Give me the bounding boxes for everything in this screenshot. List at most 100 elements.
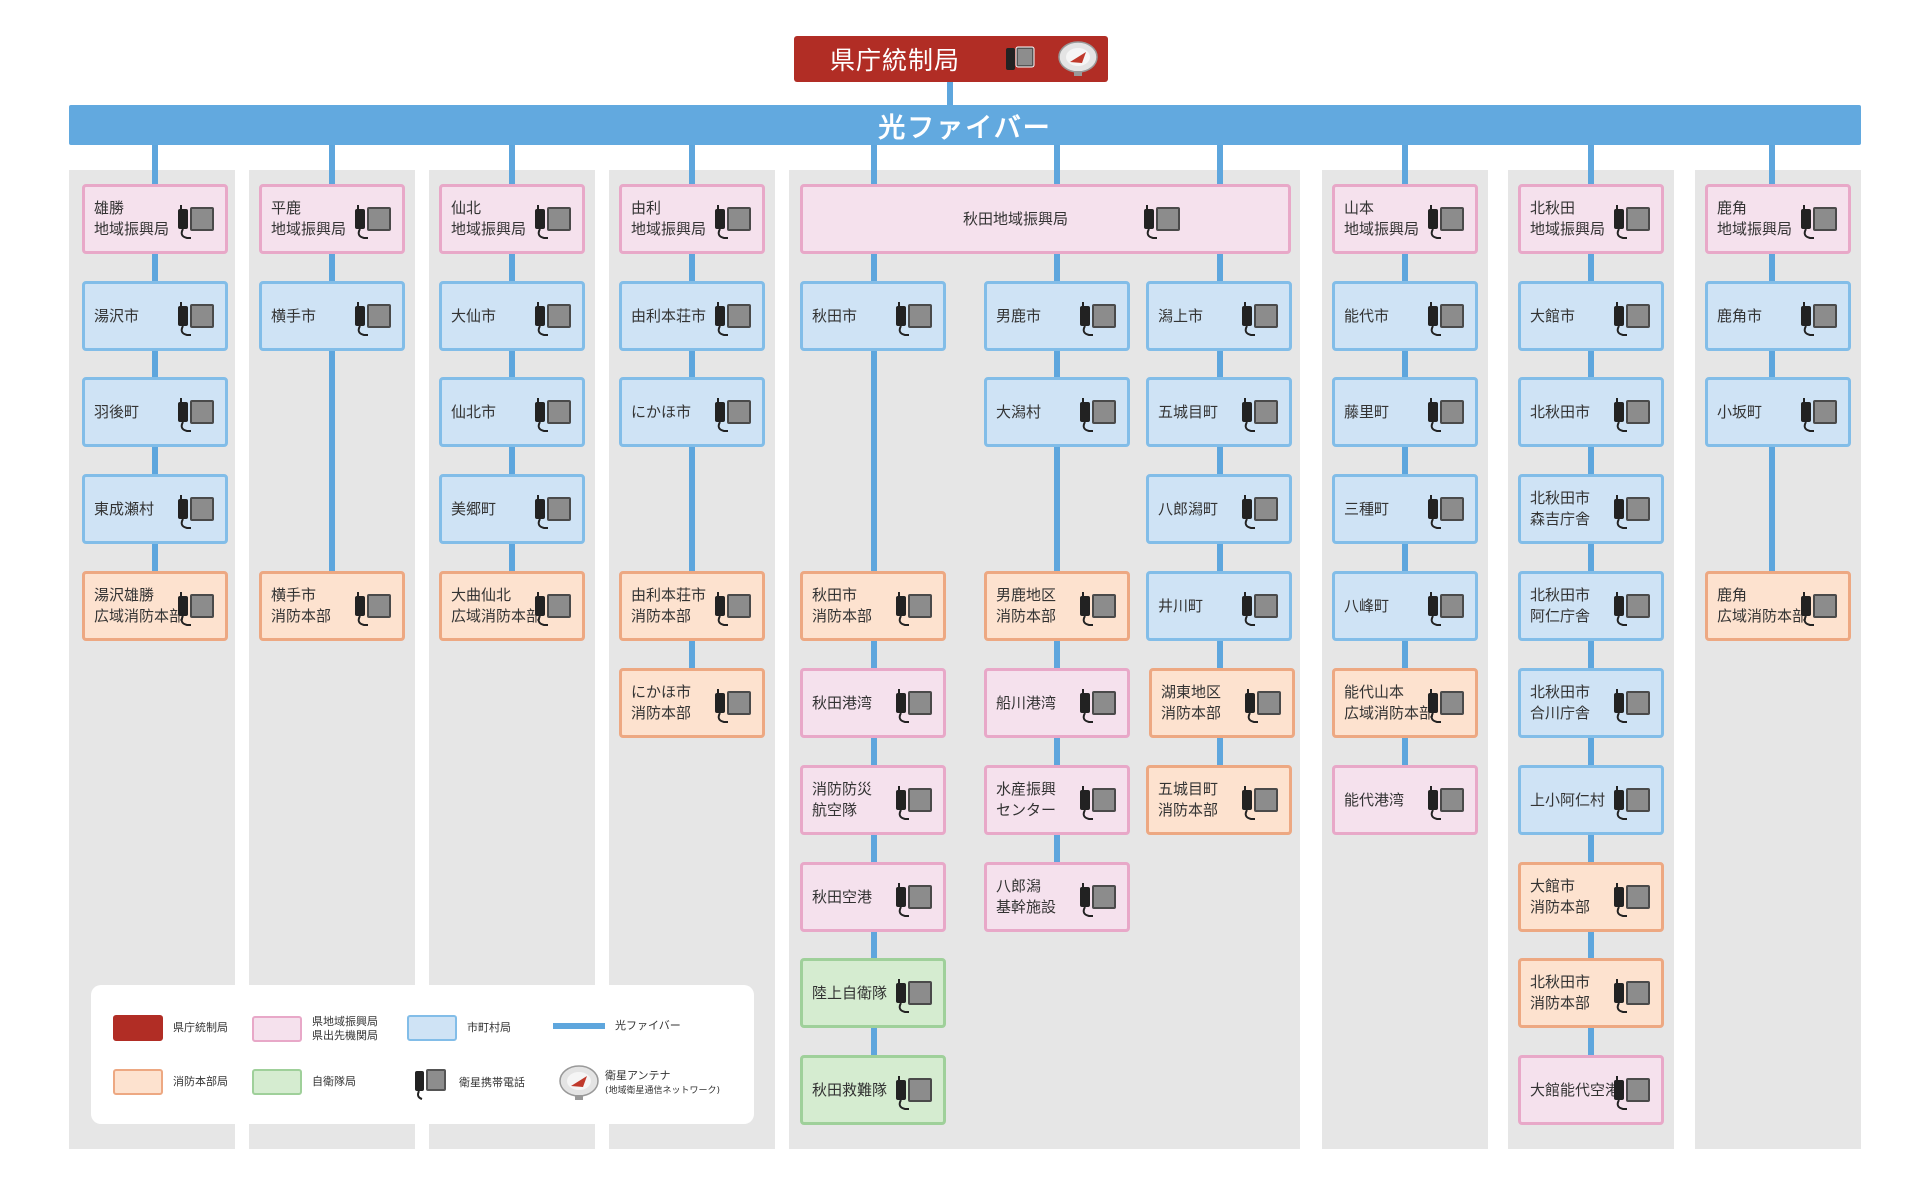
station-label: 五城目町 [1158,402,1219,421]
station-label: 小坂町 [1717,402,1763,421]
station-node[interactable]: 羽後町 [82,377,228,447]
station-node[interactable]: 仙北市 [439,377,585,447]
station-node[interactable]: 船川港湾 [984,668,1130,738]
station-node[interactable]: 鹿角市 [1705,281,1851,351]
station-node[interactable]: 消防防災 航空隊 [800,765,946,835]
legend-regional-swatch [252,1016,302,1042]
station-node[interactable]: にかほ市 消防本部 [619,668,765,738]
station-label: 湖東地区 消防本部 [1161,683,1222,722]
station-node[interactable]: 北秋田 地域振興局 [1518,184,1664,254]
station-node[interactable]: 雄勝 地域振興局 [82,184,228,254]
station-label: 秋田港湾 [812,693,873,712]
station-node[interactable]: 湯沢雄勝 広域消防本部 [82,571,228,641]
satellite-phone-icon [895,977,933,1015]
satellite-phone-icon [1427,203,1465,241]
station-node[interactable]: 横手市 [259,281,405,351]
satellite-phone-icon [1613,687,1651,725]
station-node[interactable]: 北秋田市 合川庁舎 [1518,668,1664,738]
station-node[interactable]: 男鹿市 [984,281,1130,351]
station-node[interactable]: 仙北 地域振興局 [439,184,585,254]
satellite-phone-icon [534,396,572,434]
station-node[interactable]: 大館市 消防本部 [1518,862,1664,932]
station-node[interactable]: 能代市 [1332,281,1478,351]
station-node[interactable]: 大曲仙北 広域消防本部 [439,571,585,641]
legend-hq-swatch [113,1015,163,1041]
station-node[interactable]: 北秋田市 [1518,377,1664,447]
station-node[interactable]: 大館市 [1518,281,1664,351]
satellite-phone-icon [354,300,392,338]
station-node[interactable]: 陸上自衛隊 [800,958,946,1028]
satellite-phone-icon [895,590,933,628]
station-node[interactable]: 湖東地区 消防本部 [1149,668,1295,738]
station-node[interactable]: 井川町 [1146,571,1292,641]
station-label: 北秋田市 消防本部 [1530,973,1591,1012]
station-node[interactable]: 藤里町 [1332,377,1478,447]
satellite-phone-icon [1613,977,1651,1015]
station-label: 八郎潟町 [1158,499,1219,518]
station-node[interactable]: 秋田市 消防本部 [800,571,946,641]
station-label: 北秋田市 [1530,402,1591,421]
satellite-phone-icon [714,300,752,338]
station-node[interactable]: 美郷町 [439,474,585,544]
station-node[interactable]: 大潟村 [984,377,1130,447]
station-node[interactable]: 八峰町 [1332,571,1478,641]
station-node[interactable]: 秋田地域振興局 [800,184,1291,254]
station-node[interactable]: 秋田救難隊 [800,1055,946,1125]
station-node[interactable]: 三種町 [1332,474,1478,544]
station-node[interactable]: にかほ市 [619,377,765,447]
satellite-phone-icon [354,590,392,628]
station-node[interactable]: 由利 地域振興局 [619,184,765,254]
satellite-phone-icon [1241,590,1279,628]
station-node[interactable]: 北秋田市 阿仁庁舎 [1518,571,1664,641]
station-node[interactable]: 秋田市 [800,281,946,351]
satellite-phone-icon [895,1074,933,1112]
legend-fiber-line [553,1023,605,1029]
station-label: 大館能代空港 [1530,1080,1621,1099]
station-label: 五城目町 消防本部 [1158,780,1219,819]
station-label: 雄勝 地域振興局 [94,199,170,238]
station-node[interactable]: 北秋田市 森吉庁舎 [1518,474,1664,544]
satellite-phone-icon [1613,1074,1651,1112]
satellite-phone-icon [1800,300,1838,338]
satellite-phone-icon [1427,590,1465,628]
station-node[interactable]: 平鹿 地域振興局 [259,184,405,254]
station-node[interactable]: 五城目町 [1146,377,1292,447]
satellite-phone-icon [895,881,933,919]
station-node[interactable]: 男鹿地区 消防本部 [984,571,1130,641]
satellite-phone-icon [1241,784,1279,822]
station-node[interactable]: 五城目町 消防本部 [1146,765,1292,835]
station-node[interactable]: 秋田空港 [800,862,946,932]
satellite-phone-icon [1143,203,1181,241]
station-node[interactable]: 能代山本 広域消防本部 [1332,668,1478,738]
station-node[interactable]: 八郎潟町 [1146,474,1292,544]
station-node[interactable]: 能代港湾 [1332,765,1478,835]
station-node[interactable]: 山本 地域振興局 [1332,184,1478,254]
station-node[interactable]: 小坂町 [1705,377,1851,447]
station-node[interactable]: 大館能代空港 [1518,1055,1664,1125]
satellite-phone-icon [714,203,752,241]
station-node[interactable]: 八郎潟 基幹施設 [984,862,1130,932]
station-node[interactable]: 湯沢市 [82,281,228,351]
station-node[interactable]: 潟上市 [1146,281,1292,351]
station-node[interactable]: 北秋田市 消防本部 [1518,958,1664,1028]
station-node[interactable]: 鹿角 地域振興局 [1705,184,1851,254]
satellite-phone-icon [714,687,752,725]
station-label: 美郷町 [451,499,497,518]
station-node[interactable]: 東成瀬村 [82,474,228,544]
station-node[interactable]: 水産振興 センター [984,765,1130,835]
station-node[interactable]: 鹿角 広域消防本部 [1705,571,1851,641]
satellite-antenna-icon [559,1065,599,1100]
station-label: 湯沢市 [94,306,140,325]
satellite-phone-icon [1079,687,1117,725]
station-node[interactable]: 由利本荘市 [619,281,765,351]
satellite-phone-icon [1241,300,1279,338]
station-node[interactable]: 上小阿仁村 [1518,765,1664,835]
station-node[interactable]: 秋田港湾 [800,668,946,738]
station-label: 北秋田市 合川庁舎 [1530,683,1591,722]
satellite-phone-icon [1427,396,1465,434]
station-label: 上小阿仁村 [1530,790,1606,809]
station-label: にかほ市 [631,402,692,421]
station-node[interactable]: 大仙市 [439,281,585,351]
station-node[interactable]: 由利本荘市 消防本部 [619,571,765,641]
station-node[interactable]: 横手市 消防本部 [259,571,405,641]
